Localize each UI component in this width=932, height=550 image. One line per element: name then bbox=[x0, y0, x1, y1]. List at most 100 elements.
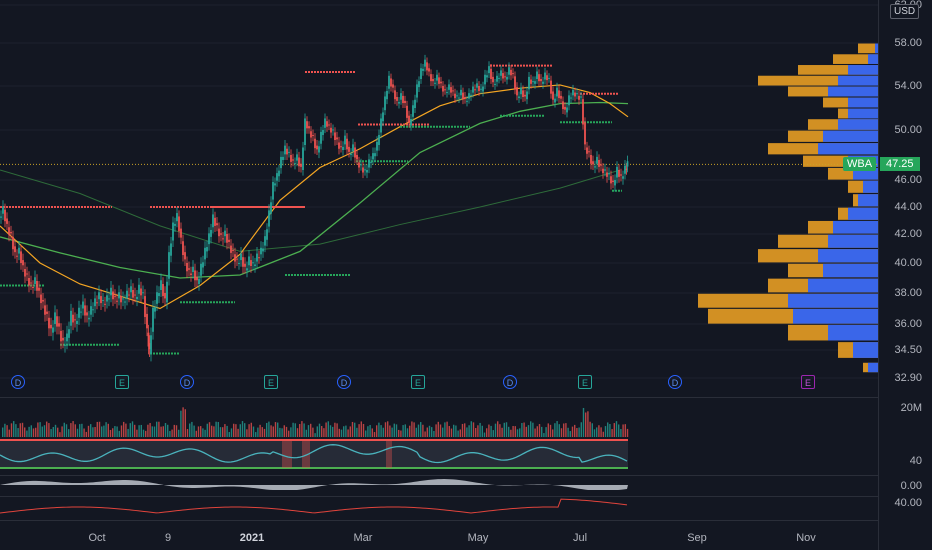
volume-bar bbox=[195, 430, 197, 437]
candle-body bbox=[260, 247, 262, 255]
volume-bar bbox=[431, 427, 433, 437]
volume-bar bbox=[545, 427, 547, 437]
candle-body bbox=[284, 145, 286, 155]
candle-body bbox=[618, 170, 620, 177]
volume-bar bbox=[369, 424, 371, 437]
price-tick-label: 58.00 bbox=[894, 37, 922, 49]
volume-bar bbox=[565, 423, 567, 437]
candle-body bbox=[216, 223, 218, 226]
candle-body bbox=[556, 87, 558, 97]
earnings-marker[interactable]: E bbox=[115, 375, 129, 389]
dividend-marker[interactable]: D bbox=[503, 375, 517, 389]
earnings-marker[interactable]: E bbox=[264, 375, 278, 389]
candle-body bbox=[320, 131, 322, 144]
volume-bar bbox=[323, 428, 325, 437]
dividend-marker[interactable]: D bbox=[668, 375, 682, 389]
candle-body bbox=[114, 296, 116, 298]
candle-body bbox=[478, 86, 480, 91]
volume-bar bbox=[26, 430, 28, 437]
dividend-marker[interactable]: D bbox=[337, 375, 351, 389]
price-tick-label: 44.00 bbox=[894, 201, 922, 213]
candle-body bbox=[426, 62, 428, 71]
candle-body bbox=[610, 176, 612, 184]
candle-body bbox=[212, 214, 214, 228]
volume-bar bbox=[259, 424, 261, 437]
volume-bar bbox=[235, 424, 237, 437]
volume-bar bbox=[439, 424, 442, 437]
vp-bar-up bbox=[788, 293, 878, 308]
volume-bar bbox=[406, 428, 409, 437]
volume-bar bbox=[514, 426, 516, 437]
candle-body bbox=[310, 131, 312, 138]
last-price-tag: 47.25 bbox=[880, 157, 920, 171]
volume-bar bbox=[409, 425, 411, 437]
earnings-marker[interactable]: E bbox=[411, 375, 425, 389]
volume-bar bbox=[46, 421, 48, 437]
dividend-marker[interactable]: D bbox=[11, 375, 25, 389]
candle-body bbox=[154, 306, 156, 312]
volume-bar bbox=[116, 426, 118, 437]
candle-body bbox=[86, 312, 88, 316]
candle-body bbox=[52, 327, 54, 333]
dividend-marker[interactable]: D bbox=[180, 375, 194, 389]
volume-bar bbox=[15, 424, 17, 437]
volume-bar bbox=[448, 426, 450, 437]
candle-body bbox=[6, 218, 8, 224]
volume-bar bbox=[486, 428, 488, 437]
volume-bar bbox=[171, 429, 173, 437]
candle-body bbox=[616, 166, 618, 178]
volume-bar bbox=[615, 421, 618, 437]
earnings-marker[interactable]: E bbox=[801, 375, 815, 389]
currency-label[interactable]: USD bbox=[890, 4, 920, 19]
candle-body bbox=[142, 292, 144, 294]
volume-bar bbox=[285, 426, 288, 437]
earnings-marker[interactable]: E bbox=[578, 375, 592, 389]
volume-bar bbox=[490, 425, 492, 437]
candle-body bbox=[50, 324, 52, 329]
candle-body bbox=[306, 121, 308, 129]
volume-bar bbox=[191, 421, 193, 437]
volume-bar bbox=[261, 427, 263, 437]
volume-bar bbox=[65, 424, 68, 437]
volume-bar bbox=[68, 429, 70, 437]
candle-body bbox=[422, 68, 424, 71]
volume-bar bbox=[244, 423, 246, 437]
vp-bar-up bbox=[808, 278, 878, 293]
candle-body bbox=[376, 141, 378, 151]
candle-body bbox=[548, 77, 550, 79]
candle-body bbox=[26, 273, 28, 275]
candle-body bbox=[182, 241, 184, 256]
volume-bar bbox=[422, 424, 424, 437]
candle-body bbox=[62, 337, 64, 341]
volume-bar bbox=[413, 422, 415, 437]
volume-bar bbox=[442, 427, 444, 437]
candle-body bbox=[262, 248, 264, 252]
candle-body bbox=[496, 75, 498, 82]
volume-bar bbox=[620, 429, 622, 437]
volume-bar bbox=[70, 423, 72, 437]
candle-body bbox=[392, 84, 394, 88]
candle-body bbox=[300, 163, 302, 167]
candle-body bbox=[580, 96, 582, 98]
volume-bar bbox=[398, 429, 400, 437]
volume-bar bbox=[367, 426, 369, 437]
candle-body bbox=[60, 330, 62, 342]
volume-bar bbox=[607, 422, 609, 437]
volume-bar bbox=[215, 421, 217, 437]
candle-body bbox=[358, 162, 360, 168]
volume-bar bbox=[358, 424, 360, 437]
volume-bar bbox=[107, 423, 109, 437]
volume-bar bbox=[329, 425, 332, 437]
candle-body bbox=[292, 159, 294, 161]
volume-bar bbox=[193, 425, 195, 437]
candle-body bbox=[322, 130, 324, 135]
candle-body bbox=[298, 157, 300, 167]
candle-body bbox=[542, 81, 544, 84]
volume-bar bbox=[283, 425, 285, 437]
candle-body bbox=[122, 298, 124, 300]
candle-body bbox=[488, 66, 490, 74]
candle-body bbox=[316, 145, 318, 150]
candle-body bbox=[506, 76, 508, 80]
candle-body bbox=[136, 296, 138, 300]
